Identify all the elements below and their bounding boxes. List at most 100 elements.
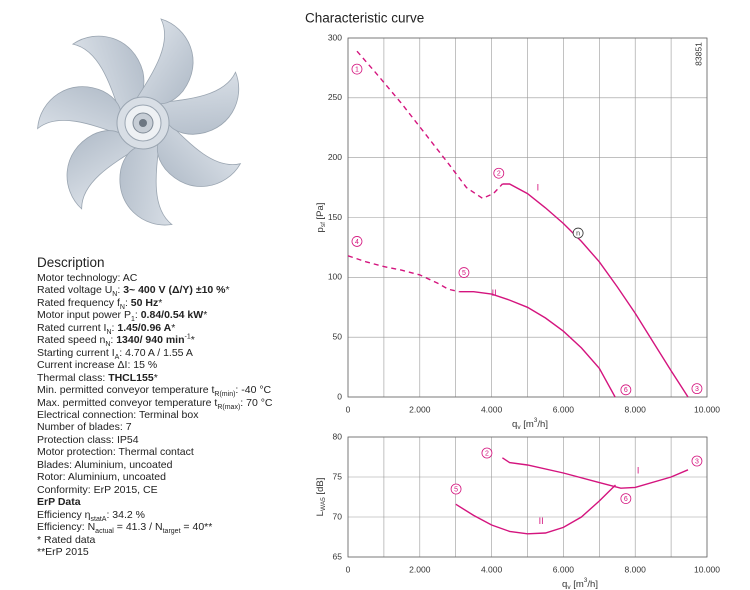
text-segment: 3 xyxy=(584,577,588,584)
annotation: I xyxy=(537,182,540,192)
text-segment: actual xyxy=(95,528,114,536)
plot-frame xyxy=(347,436,708,558)
y-tick-label: 65 xyxy=(333,551,343,561)
text-segment: 1.45/0.96 A xyxy=(117,321,172,334)
text-segment: 1340/ 940 min xyxy=(116,334,185,347)
y-tick-label: 75 xyxy=(333,471,343,481)
x-axis-label: qv [m3/h] xyxy=(562,577,598,590)
description-line: Motor technology: AC xyxy=(37,272,273,284)
y-tick-label: 70 xyxy=(333,511,343,521)
description-line: **ErP 2015 xyxy=(37,546,273,558)
text-segment: Rated current I xyxy=(37,321,107,334)
annotation: 3 xyxy=(695,386,699,393)
description-line: Rated current IN: 1.45/0.96 A* xyxy=(37,321,273,336)
text-segment: THCL155 xyxy=(108,371,154,384)
description-line: Motor protection: Thermal contact xyxy=(37,446,273,458)
description-line: Starting current IA: 4.70 A / 1.55 A xyxy=(37,346,273,361)
description-line: Efficiency ηstatA: 34.2 % xyxy=(37,509,273,523)
text-segment: N xyxy=(106,328,112,336)
annotation-circle xyxy=(620,384,632,396)
text-segment: ErP Data xyxy=(37,496,81,509)
text-segment: Conformity: ErP 2015, CE xyxy=(37,483,158,496)
description-line: Conformity: ErP 2015, CE xyxy=(37,484,273,496)
text-segment: : xyxy=(134,309,141,322)
fan-blade xyxy=(154,71,240,135)
text-segment: 0.84/0.54 kW xyxy=(140,309,204,322)
text-segment: [m xyxy=(521,419,534,430)
annotation: 6 xyxy=(624,496,628,503)
text-segment: * xyxy=(190,334,195,347)
annotation-circle xyxy=(458,267,470,278)
text-segment: * Rated data xyxy=(37,533,96,546)
text-segment: = 41.3 / N xyxy=(113,521,163,534)
description-line: Electrical connection: Terminal box xyxy=(37,409,273,421)
annotation: 2 xyxy=(497,171,501,178)
description-line: ErP Data xyxy=(37,496,273,508)
annotation-circle xyxy=(493,167,505,179)
x-tick-label: 6.000 xyxy=(553,564,575,574)
description-line: * Rated data xyxy=(37,534,273,546)
annotation-circle xyxy=(450,483,462,495)
description-line: Rotor: Aluminium, uncoated xyxy=(37,471,273,483)
text-segment: 50 Hz xyxy=(130,296,159,309)
curve xyxy=(459,291,616,398)
annotation: 6 xyxy=(624,387,628,394)
y-tick-label: 200 xyxy=(328,152,342,162)
annotation: 2 xyxy=(485,450,489,457)
x-tick-label: 0 xyxy=(346,564,351,574)
text-segment: WA5 xyxy=(320,497,327,511)
text-segment: -1 xyxy=(184,333,191,341)
description: Description Motor technology: AC Rated vo… xyxy=(37,255,273,558)
description-line: Protection class: IP54 xyxy=(37,434,273,446)
text-segment: Motor input power P xyxy=(37,309,131,322)
text-segment: : xyxy=(124,296,131,309)
plot-frame xyxy=(347,37,708,398)
x-tick-label: 2.000 xyxy=(409,564,431,574)
text-segment: Rated frequency f xyxy=(37,296,120,309)
description-line: Motor input power P1: 0.84/0.54 kW* xyxy=(37,309,273,324)
text-segment: Motor protection: Thermal contact xyxy=(37,446,194,459)
y-tick-label: 300 xyxy=(328,32,342,42)
text-segment: v xyxy=(567,584,571,590)
description-line: Rated frequency fN: 50 Hz* xyxy=(37,296,273,311)
x-tick-label: 6.000 xyxy=(553,404,575,414)
curve xyxy=(502,457,689,489)
text-segment: Rated voltage U xyxy=(37,284,113,297)
text-segment: L xyxy=(315,511,326,516)
y-tick-label: 250 xyxy=(328,92,342,102)
description-line: Efficiency: Nactual = 41.3 / Ntarget = 4… xyxy=(37,521,273,536)
annotation-circle xyxy=(351,63,363,75)
text-segment: Current increase ΔI: 15 % xyxy=(37,359,158,372)
text-segment: Efficiency: N xyxy=(37,521,96,534)
text-segment: : xyxy=(111,321,118,334)
fan-blade xyxy=(134,18,194,105)
text-segment: Max. permitted conveyor temperature t xyxy=(37,396,218,409)
text-segment: target xyxy=(162,528,181,536)
description-line: Rated speed nN: 1340/ 940 min-1* xyxy=(37,333,273,349)
text-segment: 1 xyxy=(130,316,135,324)
text-segment: /h] xyxy=(587,579,598,590)
y-tick-label: 0 xyxy=(337,391,342,401)
annotation: II xyxy=(492,288,497,298)
fan-blade xyxy=(37,86,124,137)
text-segment: : 70 °C xyxy=(240,396,273,409)
y-axis-label: psf [Pa] xyxy=(315,203,328,233)
x-tick-label: 10.000 xyxy=(694,564,720,574)
text-segment: * xyxy=(171,321,176,334)
annotation: 4 xyxy=(355,239,359,246)
annotation-circle xyxy=(620,493,632,505)
text-segment: * xyxy=(203,309,208,322)
x-tick-label: 10.000 xyxy=(694,404,720,414)
text-segment: 3 xyxy=(534,417,538,424)
curve xyxy=(455,484,616,535)
curve xyxy=(502,183,689,398)
text-segment: : 4.70 A / 1.55 A xyxy=(119,346,193,359)
x-tick-label: 4.000 xyxy=(481,404,503,414)
y-tick-label: 100 xyxy=(328,272,342,282)
x-tick-label: 4.000 xyxy=(481,564,503,574)
text-segment: : xyxy=(110,334,117,347)
text-segment: [dB] xyxy=(315,478,326,498)
y-tick-label: 80 xyxy=(333,431,343,441)
fan-image xyxy=(37,18,242,226)
